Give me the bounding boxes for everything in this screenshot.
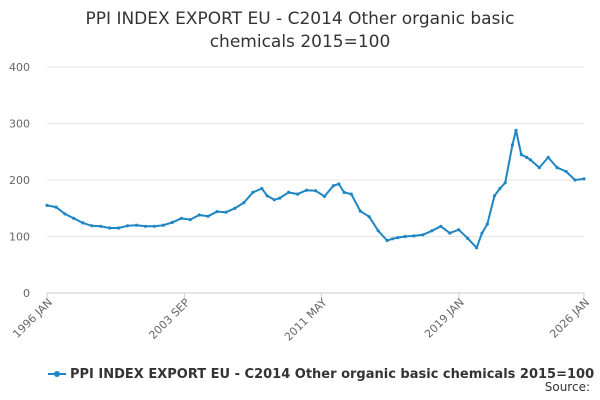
x-tick-label: 2003 SEP	[146, 296, 192, 342]
data-point	[134, 223, 139, 227]
legend-series-label: PPI INDEX EXPORT EU - C2014 Other organi…	[70, 366, 595, 382]
data-point	[242, 201, 246, 205]
data-point	[179, 216, 183, 220]
x-tick-label: 2019 JAN	[422, 296, 467, 341]
data-point	[448, 231, 452, 235]
data-point	[519, 153, 523, 157]
data-point	[278, 196, 282, 200]
y-tick-label: 0	[23, 287, 30, 300]
data-point	[265, 194, 269, 198]
data-point	[206, 214, 210, 218]
data-point	[376, 229, 380, 233]
data-point	[342, 190, 346, 194]
data-point	[498, 186, 502, 191]
data-point	[161, 223, 165, 227]
data-point	[224, 210, 228, 214]
x-tick-label: 1996 JAN	[10, 296, 55, 341]
x-tick-label: 2026 JAN	[547, 296, 592, 341]
source-label: Source:	[544, 380, 590, 394]
data-point	[63, 212, 67, 216]
data-point	[233, 206, 237, 210]
legend-series-marker	[48, 369, 66, 379]
data-point	[510, 143, 514, 147]
data-point	[367, 215, 371, 219]
y-tick-label: 400	[9, 61, 30, 74]
data-point	[260, 186, 264, 191]
data-point	[54, 205, 58, 209]
data-point	[403, 234, 407, 239]
data-point	[385, 238, 389, 243]
x-tick-label: 2011 MAY	[282, 296, 330, 344]
data-point	[430, 229, 434, 233]
data-point	[170, 220, 174, 224]
data-point	[514, 128, 518, 132]
chart-title-line-1: PPI INDEX EXPORT EU - C2014 Other organi…	[85, 9, 515, 29]
data-point	[546, 155, 550, 159]
data-point	[152, 224, 156, 228]
y-tick-label: 100	[9, 231, 30, 244]
data-point	[485, 222, 489, 226]
data-point	[492, 194, 497, 198]
series-line	[46, 129, 585, 249]
data-point	[358, 209, 362, 213]
chart-title: PPI INDEX EXPORT EU - C2014 Other organi…	[0, 8, 600, 54]
y-tick-label: 300	[9, 118, 30, 131]
data-point	[251, 190, 255, 194]
data-point	[72, 216, 76, 220]
data-point	[573, 178, 577, 182]
data-point	[349, 192, 353, 196]
chart-title-line-2: chemicals 2015=100	[209, 32, 391, 52]
data-point	[537, 166, 541, 170]
data-point	[272, 198, 276, 202]
data-point	[564, 169, 568, 174]
y-tick-label: 200	[9, 174, 30, 187]
data-point	[197, 213, 201, 217]
data-point	[296, 192, 300, 196]
data-point	[322, 194, 327, 198]
data-point	[439, 224, 443, 228]
data-point	[45, 203, 49, 207]
data-point	[108, 226, 112, 230]
data-point	[81, 221, 85, 225]
data-point	[331, 184, 335, 188]
data-point	[215, 210, 219, 214]
data-point	[457, 228, 461, 232]
data-point	[528, 158, 532, 162]
data-point	[582, 177, 586, 181]
data-point	[555, 166, 559, 170]
data-point	[421, 233, 425, 237]
data-point	[466, 236, 470, 240]
data-point	[313, 189, 318, 193]
data-point	[125, 224, 130, 228]
data-point	[99, 224, 103, 228]
data-point	[337, 182, 341, 186]
data-point	[525, 155, 529, 159]
data-point	[412, 234, 416, 238]
data-point	[117, 226, 121, 230]
data-point	[90, 224, 94, 228]
data-point	[287, 190, 291, 194]
data-point	[475, 246, 479, 250]
legend[interactable]: PPI INDEX EXPORT EU - C2014 Other organi…	[48, 364, 594, 384]
data-point	[396, 236, 400, 240]
data-point	[390, 237, 395, 241]
data-point	[305, 188, 309, 192]
data-point	[143, 224, 147, 228]
data-point	[188, 218, 192, 222]
data-point	[480, 231, 484, 235]
data-point	[503, 181, 507, 185]
